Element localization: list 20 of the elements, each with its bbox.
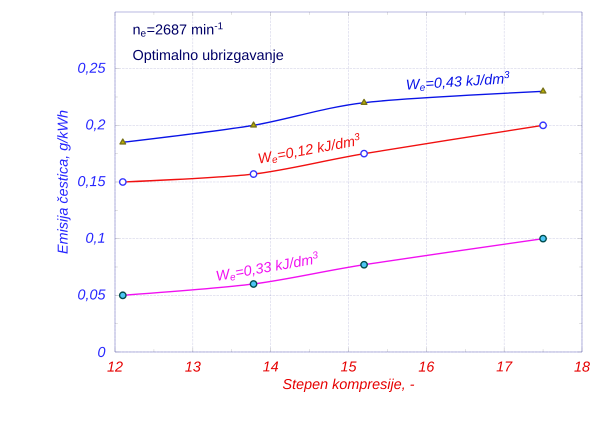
y-axis-title: Emisija čestica, g/kWh xyxy=(57,110,71,254)
y-tick-label: 0 xyxy=(98,346,106,358)
y-tick-label: 0,2 xyxy=(86,119,106,132)
annotation: n$_{e}$=2687 min$^{-1}$ xyxy=(134,22,223,37)
x-tick-label: 17 xyxy=(496,362,513,372)
x-tick-label: 18 xyxy=(574,362,590,372)
x-tick-label: 13 xyxy=(185,362,201,372)
annotation: Optimalno ubrizgavanje xyxy=(133,50,284,63)
y-tick-label: 0,1 xyxy=(86,232,104,245)
y-tick-label: 0,15 xyxy=(78,176,106,188)
x-axis-title: Stepen kompresije, - xyxy=(282,378,414,392)
y-tick-label: 0,05 xyxy=(78,289,106,302)
x-tick-label: 14 xyxy=(263,362,278,372)
text: W$_{e}$=0,33 kJ/dm$^{3}$ xyxy=(216,251,318,281)
series-label: W$_{e}$=0,43 kJ/dm$^{3}$ xyxy=(406,71,510,91)
x-tick-label: 12 xyxy=(107,362,123,372)
x-tick-label: 16 xyxy=(418,362,434,372)
text: W$_{e}$=0,12 kJ/dm$^{3}$ xyxy=(258,133,360,164)
y-tick-label: 0,25 xyxy=(78,62,106,75)
x-tick-label: 15 xyxy=(340,362,357,372)
